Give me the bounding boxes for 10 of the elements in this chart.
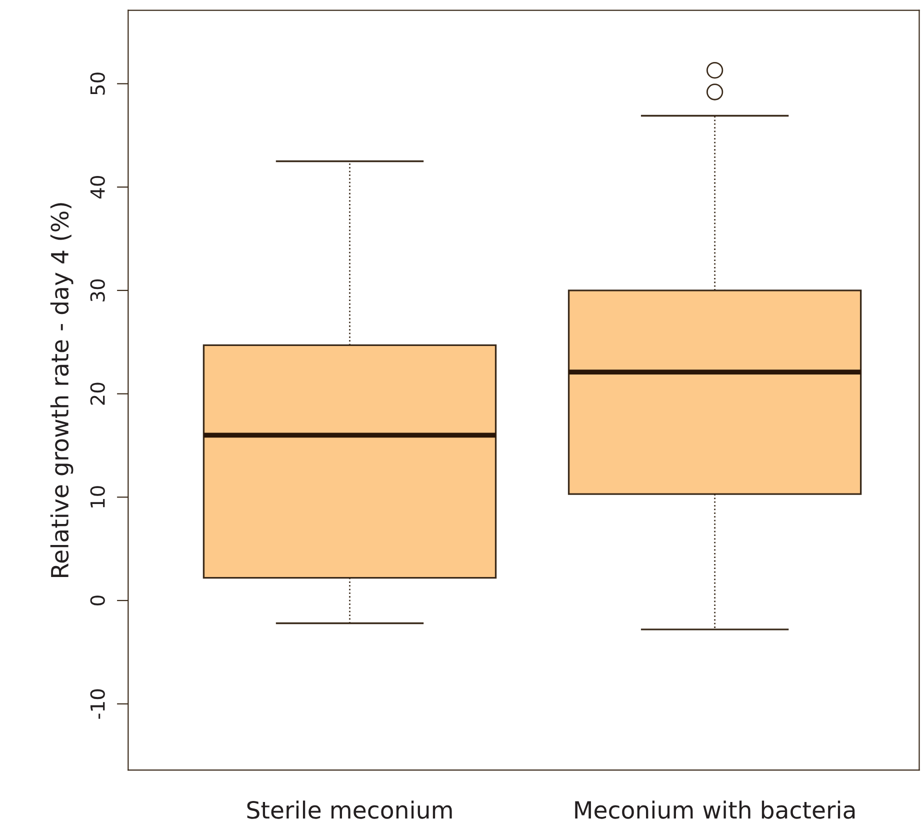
y-tick-label: 10 bbox=[90, 486, 105, 508]
x-tick-label: Meconium with bacteria bbox=[575, 800, 855, 819]
y-axis-title: Relative growth rate - day 4 (%) bbox=[50, 203, 74, 577]
y-tick-label: 50 bbox=[90, 72, 105, 95]
y-tick-label: -10 bbox=[90, 689, 105, 719]
x-tick-label: Sterile meconium bbox=[247, 800, 452, 819]
y-tick-label: 30 bbox=[90, 279, 105, 302]
y-tick-label: 20 bbox=[90, 382, 105, 405]
y-tick-label: 0 bbox=[90, 596, 105, 606]
y-tick-label: 40 bbox=[90, 176, 105, 198]
